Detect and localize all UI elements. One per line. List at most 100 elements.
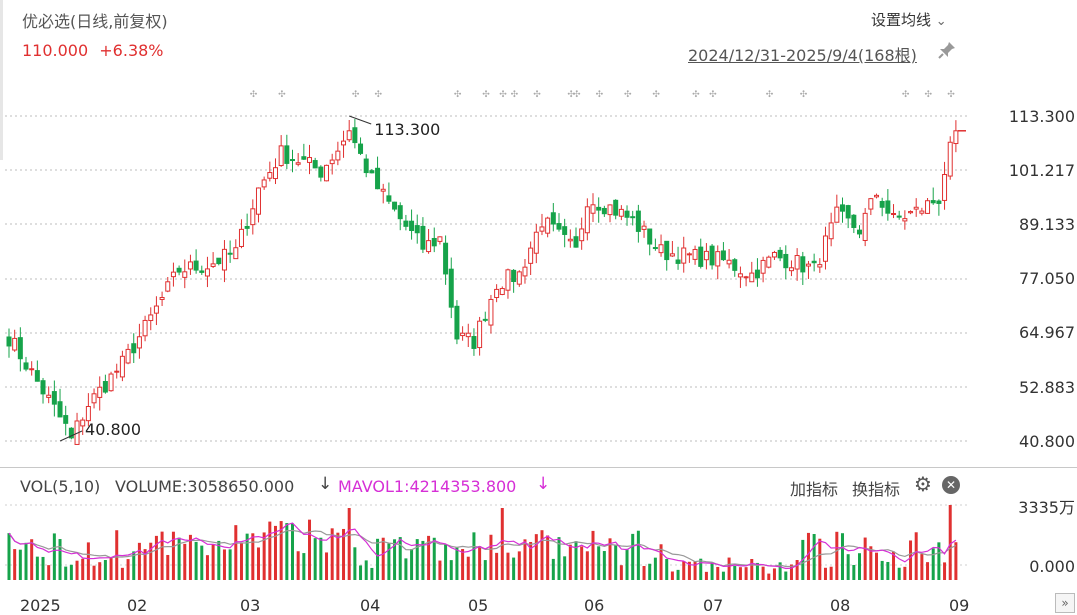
volume-bar [517,551,521,580]
candle-body [896,215,902,218]
candle-body [409,220,415,232]
candle-body [839,204,845,212]
volume-bar [325,552,329,580]
candle-body [652,247,658,250]
volume-bar [625,548,629,580]
volume-bar [109,557,113,580]
volume-bar [273,525,277,580]
volume-bar [98,562,102,580]
volume-bar [574,541,578,580]
volume-bar [653,557,657,580]
candle-body [749,272,755,283]
candle-body [380,188,386,192]
volume-bar [903,566,907,580]
volume-bar [359,565,363,580]
volume-bar [194,541,198,580]
volume-bar [291,523,294,580]
high-callout-label: 113.300 [374,120,440,139]
candle-body [454,305,460,340]
mavol1-line [8,522,957,570]
candle-body [567,238,573,242]
event-marker: ✣ [250,90,258,100]
ma-setting-dropdown[interactable]: 设置均线 ⌄ [871,9,947,30]
volume-bar [670,571,674,580]
volume-bar [30,539,34,580]
candle-body [681,247,687,264]
panel-divider [0,467,1077,468]
mavol-value: MAVOL1:4214353.800 [338,477,517,496]
pin-icon[interactable] [938,41,956,63]
volume-bar [427,535,431,580]
candle-body [862,212,868,241]
volume-bar [92,565,96,580]
event-marker: ✣ [652,90,660,100]
x-tick-label: 02 [127,596,148,615]
candle-body [641,225,647,230]
candle-body [465,332,471,338]
window-edge [0,0,3,160]
volume-bar [47,565,51,580]
candle-body [216,257,222,265]
gear-icon[interactable]: ⚙ [914,472,932,496]
volume-bar [704,571,708,580]
volume-series [7,505,958,580]
candle-body [743,276,749,279]
candle-body [494,288,500,299]
scroll-right-button[interactable]: » [1055,593,1075,613]
volume-bar [954,542,958,580]
add-indicator-button[interactable]: 加指标 [790,480,839,499]
candle-body [278,145,284,167]
candle-body [902,218,908,222]
volume-bar [410,549,414,580]
volume-bar [234,525,238,580]
candle-body [153,305,159,314]
volume-bar [580,546,584,580]
volume-bar [245,533,249,580]
price-change-percent: +6.38% [99,41,164,60]
volume-bar [931,548,935,580]
event-marker: ✣ [947,90,955,100]
candle-body [51,391,57,405]
candle-body [369,170,375,174]
candle-body [363,158,369,174]
volume-bar [897,567,901,580]
volume-bar [444,544,448,580]
candle-body [119,355,125,378]
volume-bar [120,567,124,580]
x-tick-label: 05 [468,596,489,615]
candle-body [715,251,721,267]
candle-body [68,427,74,439]
candle-body [375,167,381,190]
volume-bar [602,551,606,580]
volume-bar [744,567,748,580]
event-markers: ✣ ✣ ✣ ✣ ✣ ✣ ✣ ✣ ✣ ✣✣ ✣ ✣ ✣ ✣ ✣ ✣ ✣ ✣ ✣ ✣ [250,90,955,100]
volume-bar [721,571,725,580]
candle-body [165,281,171,292]
volume-indicator-label: VOL(5,10) [20,477,101,496]
y-tick-label: 89.133 [1019,215,1075,234]
volume-bar [308,519,312,580]
volume-bar [86,542,90,580]
volume-bar [81,558,85,580]
candle-body [919,210,925,214]
candle-body [335,150,341,161]
volume-bar [846,554,850,580]
candle-body [414,225,420,234]
volume-bar [41,556,45,580]
event-marker: ✣ [375,90,383,100]
swap-indicator-button[interactable]: 换指标 [852,480,901,499]
volume-bar [18,549,22,580]
candle-body [516,271,522,285]
volume-bar [256,547,260,580]
candle-body [346,130,352,141]
candle-body [822,235,828,262]
low-callout-line [59,430,83,442]
date-range-link[interactable]: 2024/12/31-2025/9/4(168根) [688,46,917,65]
candle-body [187,261,193,270]
volume-bar [285,523,289,580]
x-tick-label: 03 [240,596,261,615]
candle-body [176,267,182,273]
y-tick-label: 64.967 [1019,323,1075,342]
close-icon[interactable]: ✕ [942,476,960,494]
